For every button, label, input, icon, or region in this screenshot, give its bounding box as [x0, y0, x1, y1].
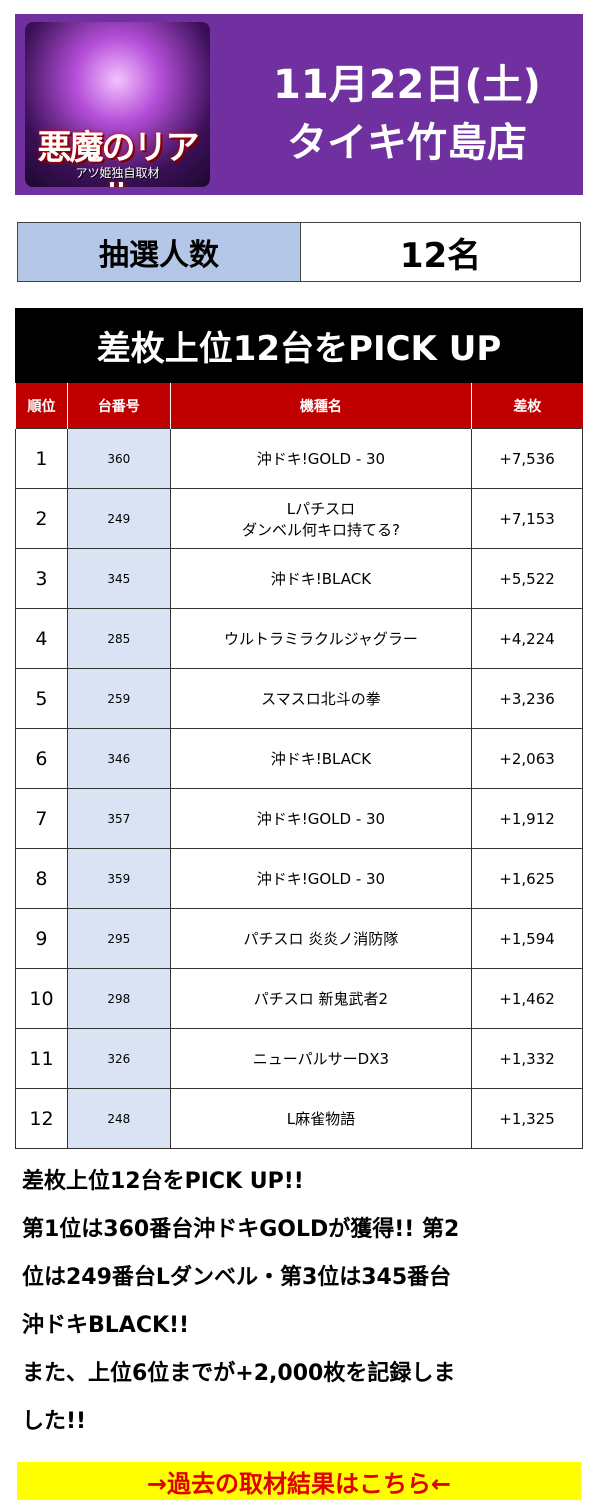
cell: 6	[15, 728, 68, 789]
cell: 357	[66, 788, 171, 849]
cell: +7,536	[471, 428, 583, 489]
cell: 5	[15, 668, 68, 729]
cell: 360	[66, 428, 171, 489]
table-row: 3 345 沖ドキ!BLACK +5,522	[15, 548, 583, 609]
table-row: 11 326 ニューパルサーDX3 +1,332	[15, 1028, 583, 1089]
cell: 沖ドキ!BLACK	[169, 728, 473, 789]
cell: 298	[66, 968, 171, 1029]
cell: 7	[15, 788, 68, 849]
table-row: 4 285 ウルトラミラクルジャグラー +4,224	[15, 608, 583, 669]
cell: L麻雀物語	[169, 1088, 473, 1149]
table-row: 12 248 L麻雀物語 +1,325	[15, 1088, 583, 1149]
cell: +1,332	[471, 1028, 583, 1089]
cell: 10	[15, 968, 68, 1029]
cell: +2,063	[471, 728, 583, 789]
store: タイキ竹島店	[287, 120, 527, 166]
cell: 沖ドキ!GOLD - 30	[169, 788, 473, 849]
table-row: 8 359 沖ドキ!GOLD - 30 +1,625	[15, 848, 583, 909]
cell: 345	[66, 548, 171, 609]
header: 悪魔のリアル アツ姫独自取材 11月22日(土) タイキ竹島店	[15, 14, 583, 195]
summary-line: 位は249番台Lダンベル・第3位は345番台	[22, 1265, 452, 1290]
cell: +1,594	[471, 908, 583, 969]
logo-subtitle: アツ姫独自取材	[75, 166, 160, 180]
summary-line: また、上位6位までが+2,000枚を記録しま	[22, 1361, 456, 1386]
logo: 悪魔のリアル アツ姫独自取材	[25, 22, 210, 187]
cell: +4,224	[471, 608, 583, 669]
cell: +3,236	[471, 668, 583, 729]
table-body: 1 360 沖ドキ!GOLD - 30 +7,536 2 249 Lパチスロ ダンベル何キロ…	[15, 428, 583, 1149]
logo-title: 悪魔のリアル	[37, 128, 200, 187]
cell: +1,325	[471, 1088, 583, 1149]
cell: 沖ドキ!GOLD - 30	[169, 428, 473, 489]
cell: 259	[66, 668, 171, 729]
cell: 1	[15, 428, 68, 489]
table-row: 1 360 沖ドキ!GOLD - 30 +7,536	[15, 428, 583, 489]
lottery: 抽選人数 12名	[17, 222, 581, 282]
cell: スマスロ北斗の拳	[169, 668, 473, 729]
cell: 4	[15, 608, 68, 669]
summary-line: 差枚上位12台をPICK UP!!	[22, 1169, 304, 1194]
table-row: 2 249 Lパチスロ ダンベル何キロ持てる? +7,153	[15, 488, 583, 549]
table-row: 5 259 スマスロ北斗の拳 +3,236	[15, 668, 583, 729]
table-row: 9 295 パチスロ 炎炎ノ消防隊 +1,594	[15, 908, 583, 969]
column-header: 機種名	[169, 383, 472, 429]
cell: 3	[15, 548, 68, 609]
summary-line: した!!	[22, 1409, 87, 1434]
cell: +1,625	[471, 848, 583, 909]
cell: +1,462	[471, 968, 583, 1029]
table-row: 6 346 沖ドキ!BLACK +2,063	[15, 728, 583, 789]
cell: 248	[66, 1088, 171, 1149]
summary: 差枚上位12台をPICK UP!! 第1位は360番台沖ドキGOLDが獲得!! 第…	[22, 1158, 582, 1446]
column-header: 差枚	[471, 383, 583, 429]
cell: 326	[66, 1028, 171, 1089]
cell: +5,522	[471, 548, 583, 609]
cell: 8	[15, 848, 68, 909]
cell: 11	[15, 1028, 68, 1089]
cell: 2	[15, 488, 68, 549]
cell: 沖ドキ!BLACK	[169, 548, 473, 609]
summary-line: 沖ドキBLACK!!	[22, 1313, 190, 1338]
cell: Lパチスロ ダンベル何キロ持てる?	[169, 488, 473, 549]
column-header: 順位	[15, 383, 68, 429]
lottery-value: 12名	[399, 235, 482, 276]
cell: +1,912	[471, 788, 583, 849]
cell: ニューパルサーDX3	[169, 1028, 473, 1089]
cell: 359	[66, 848, 171, 909]
cell: 346	[66, 728, 171, 789]
table-row: 7 357 沖ドキ!GOLD - 30 +1,912	[15, 788, 583, 849]
column-header: 台番号	[66, 383, 171, 429]
cell: 285	[66, 608, 171, 669]
cell: ウルトラミラクルジャグラー	[169, 608, 473, 669]
cell: +7,153	[471, 488, 583, 549]
lottery-label: 抽選人数	[18, 223, 301, 281]
table-title: 差枚上位12台をPICK UP	[15, 308, 583, 383]
ranking-table: 順位 台番号 機種名 差枚 1 360 沖ドキ!GOLD - 30 +7,536 2 249 Lパ…	[15, 383, 583, 1149]
table-row: 10 298 パチスロ 新鬼武者2 +1,462	[15, 968, 583, 1029]
cell: 9	[15, 908, 68, 969]
cell: 12	[15, 1088, 68, 1149]
cell: 沖ドキ!GOLD - 30	[169, 848, 473, 909]
cell: パチスロ 炎炎ノ消防隊	[169, 908, 473, 969]
cell: 295	[66, 908, 171, 969]
cell: パチスロ 新鬼武者2	[169, 968, 473, 1029]
date: 11月22日(土)	[273, 62, 541, 108]
summary-line: 第1位は360番台沖ドキGOLDが獲得!! 第2	[22, 1217, 460, 1242]
link[interactable]: →過去の取材結果はこちら←	[17, 1462, 581, 1500]
cell: 249	[66, 488, 171, 549]
header-row: 順位 台番号 機種名 差枚	[15, 383, 583, 429]
